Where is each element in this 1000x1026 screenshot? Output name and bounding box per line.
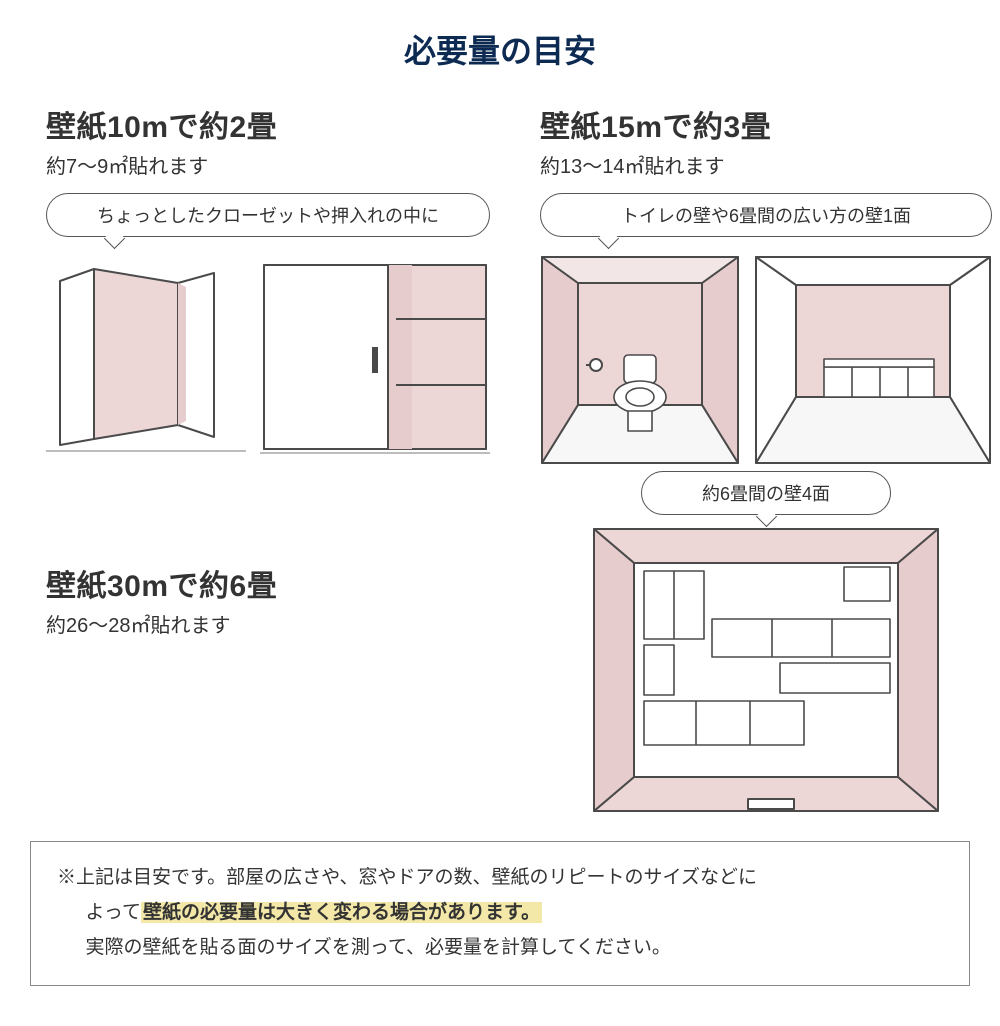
room-four-walls-icon	[592, 527, 940, 813]
sub-30m: 約26〜28㎡貼れます	[46, 609, 490, 638]
footnote-line-2: よって壁紙の必要量は大きく変わる場合があります。	[57, 895, 943, 930]
sub-15m: 約13〜14㎡貼れます	[540, 150, 992, 179]
section-10m: 壁紙10mで約2畳 約7〜9㎡貼れます ちょっとしたクローゼットや押入れの中に	[46, 102, 490, 465]
footnote-line-2-pre: よって	[86, 902, 141, 923]
illustration-10m	[46, 255, 490, 455]
toilet-room-icon	[540, 255, 740, 465]
footnote-box: ※上記は目安です。部屋の広さや、窓やドアの数、壁紙のリピートのサイズなどに よっ…	[30, 841, 970, 986]
footnote-line-1: ※上記は目安です。部屋の広さや、窓やドアの数、壁紙のリピートのサイズなどに	[57, 860, 943, 895]
footnote-line-3: 実際の壁紙を貼る面のサイズを測って、必要量を計算してください。	[57, 930, 943, 965]
room-one-wall-icon	[754, 255, 992, 465]
heading-15m: 壁紙15mで約3畳	[540, 102, 992, 146]
illustration-15m	[540, 255, 992, 465]
bubble-10m: ちょっとしたクローゼットや押入れの中に	[46, 193, 490, 237]
closet-open-icon	[46, 255, 246, 455]
heading-10m: 壁紙10mで約2畳	[46, 102, 490, 146]
content-grid: 壁紙10mで約2畳 約7〜9㎡貼れます ちょっとしたクローゼットや押入れの中に	[0, 102, 1000, 813]
section-15m: 壁紙15mで約3畳 約13〜14㎡貼れます トイレの壁や6畳間の広い方の壁1面	[540, 102, 992, 465]
section-30m-illustration: 約6畳間の壁4面	[540, 471, 992, 813]
bubble-15m: トイレの壁や6畳間の広い方の壁1面	[540, 193, 992, 237]
sub-10m: 約7〜9㎡貼れます	[46, 150, 490, 179]
footnote-highlight: 壁紙の必要量は大きく変わる場合があります。	[141, 902, 542, 923]
heading-30m: 壁紙30mで約6畳	[46, 561, 490, 605]
closet-sliding-icon	[260, 255, 490, 455]
bubble-30m: 約6畳間の壁4面	[641, 471, 891, 515]
section-30m: 壁紙30mで約6畳 約26〜28㎡貼れます	[46, 505, 490, 813]
page-title: 必要量の目安	[0, 26, 1000, 72]
